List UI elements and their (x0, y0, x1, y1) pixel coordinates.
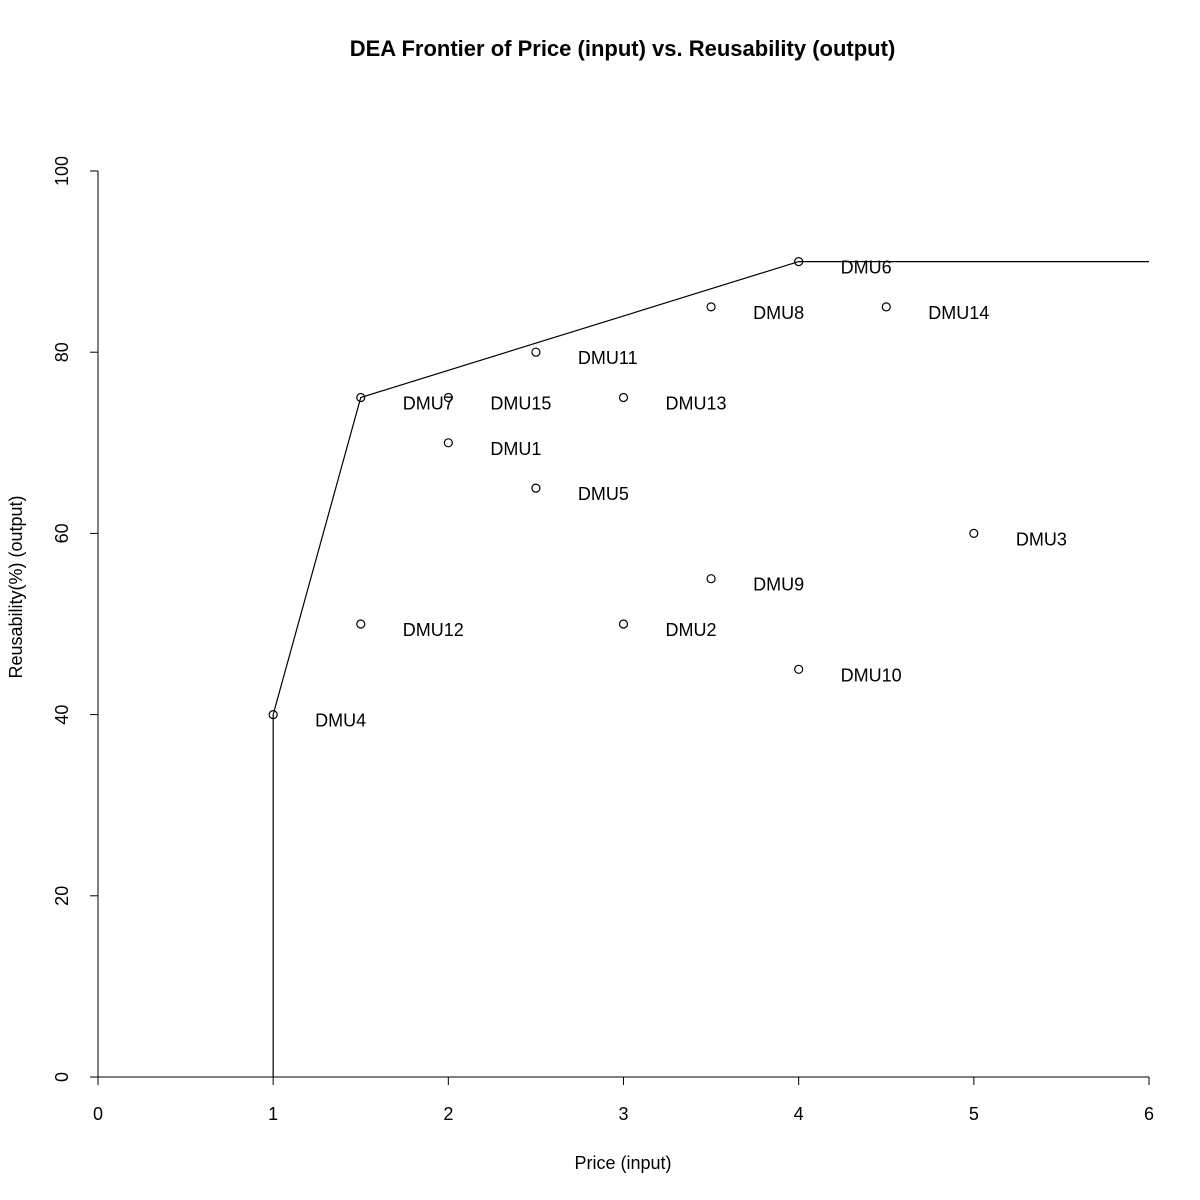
data-point (443, 438, 453, 448)
data-point (268, 709, 278, 720)
point-label: DMU8 (753, 303, 804, 323)
y-tick-label: 60 (52, 523, 72, 543)
point-label: DMU15 (490, 394, 551, 414)
data-point (706, 302, 716, 312)
frontier (272, 261, 1149, 1077)
point-label: DMU1 (490, 439, 541, 459)
data-point (531, 483, 541, 493)
point-label: DMU12 (403, 620, 464, 640)
point-label: DMU11 (578, 348, 638, 368)
x-tick-label: 0 (93, 1104, 103, 1124)
point-label: DMU9 (753, 575, 804, 595)
point-label: DMU3 (1016, 529, 1067, 549)
point-label: DMU13 (666, 394, 727, 414)
point-label: DMU4 (315, 711, 366, 731)
data-point (356, 392, 366, 403)
point-label: DMU14 (928, 303, 989, 323)
point-label: DMU2 (666, 620, 717, 640)
x-tick-label: 5 (969, 1104, 979, 1124)
point-label: DMU7 (403, 394, 454, 414)
data-point (706, 574, 716, 584)
y-tick-label: 20 (52, 886, 72, 906)
data-points (268, 257, 979, 720)
x-tick-label: 2 (443, 1104, 453, 1124)
frontier-line (272, 261, 1149, 1077)
y-tick-label: 40 (52, 705, 72, 725)
x-tick-label: 3 (618, 1104, 628, 1124)
data-point (618, 619, 629, 629)
y-tick-label: 80 (52, 342, 72, 362)
x-axis-label: Price (input) (574, 1153, 671, 1173)
data-point (531, 347, 541, 357)
x-tick-label: 4 (794, 1104, 804, 1124)
point-label: DMU10 (841, 665, 902, 685)
x-tick-label: 6 (1144, 1104, 1154, 1124)
data-point (618, 392, 629, 403)
data-point (794, 257, 804, 267)
data-point (881, 302, 891, 312)
point-labels: DMU1 DMU2 DMU3 DMU4 DMU5 DMU6 DMU7 DMU8 DMU9 DMU1… (315, 258, 1067, 731)
data-point (356, 619, 366, 629)
y-tick-label: 0 (52, 1072, 72, 1082)
data-point (794, 664, 804, 674)
point-label: DMU5 (578, 484, 629, 504)
y-tick-label: 100 (52, 156, 72, 186)
data-point (969, 528, 979, 539)
point-label: DMU6 (841, 258, 892, 278)
data-point (443, 392, 453, 403)
y-axis-label: Reusability(%) (output) (6, 495, 26, 678)
chart-title: DEA Frontier of Price (input) vs. Reusab… (349, 36, 896, 61)
x-tick-label: 1 (268, 1104, 278, 1124)
